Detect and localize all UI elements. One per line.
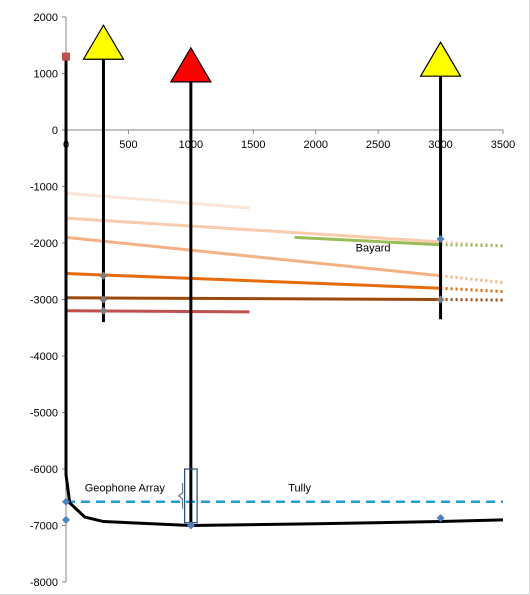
well-triangle-marker xyxy=(169,46,212,83)
horizon-line xyxy=(65,235,441,278)
x-tick-label: 500 xyxy=(119,139,137,151)
horizon-line xyxy=(294,235,441,247)
y-tick-label: 0 xyxy=(52,125,58,137)
y-tick-label: -6000 xyxy=(30,464,58,476)
x-tick-label: 2500 xyxy=(366,139,390,151)
diamond-marker xyxy=(62,515,70,524)
axes-layer: 2000 1000 0 -1000 -2000 -3000 -4000 -5000 -6000 -… xyxy=(30,12,515,589)
horizon-line xyxy=(65,309,250,314)
horizon-extension xyxy=(440,286,504,294)
well-triangle-marker xyxy=(419,41,462,77)
diamond-marker xyxy=(436,514,445,523)
horizon-line xyxy=(65,296,441,301)
horizons-layer xyxy=(65,191,504,504)
diamond-marker xyxy=(436,295,445,304)
y-tick-label: -2000 xyxy=(30,238,58,250)
y-tick-label: -4000 xyxy=(30,351,58,363)
x-tick-label: 3500 xyxy=(491,139,515,151)
diamond-marker xyxy=(99,306,108,315)
y-tick-label: -3000 xyxy=(30,295,58,307)
horizon-extension xyxy=(440,298,504,302)
geophone-array-brace xyxy=(177,483,184,509)
x-tick-label: 2000 xyxy=(303,139,327,151)
y-tick-label: 2000 xyxy=(34,12,58,24)
geophone-array-label: Geophone Array xyxy=(85,483,166,495)
y-tick-label: -1000 xyxy=(30,182,58,194)
diamond-marker xyxy=(99,271,108,280)
diamond-marker xyxy=(62,497,70,506)
y-tick-label: -7000 xyxy=(30,521,58,533)
horizon-line xyxy=(65,272,441,290)
diamond-marker xyxy=(99,295,108,304)
markers-layer xyxy=(62,24,462,530)
horizon-line xyxy=(65,216,441,244)
horizontal-well-path xyxy=(64,56,504,527)
horizon-extension xyxy=(440,243,504,248)
horizon-extension xyxy=(440,274,504,285)
well-triangle-marker xyxy=(82,24,125,60)
diamond-marker xyxy=(186,521,195,530)
y-tick-label: 1000 xyxy=(34,69,58,81)
y-tick-label: -5000 xyxy=(30,408,58,420)
horizon-line xyxy=(65,191,250,210)
well-start-marker xyxy=(62,52,70,61)
diamond-marker xyxy=(436,235,445,244)
annotation-label: Tully xyxy=(288,483,311,495)
x-tick-label: 1500 xyxy=(241,139,265,151)
y-tick-label: -8000 xyxy=(30,577,58,589)
annotation-layer: Geophone Array Bayard Tully xyxy=(85,242,391,494)
annotation-label: Bayard xyxy=(356,242,391,254)
